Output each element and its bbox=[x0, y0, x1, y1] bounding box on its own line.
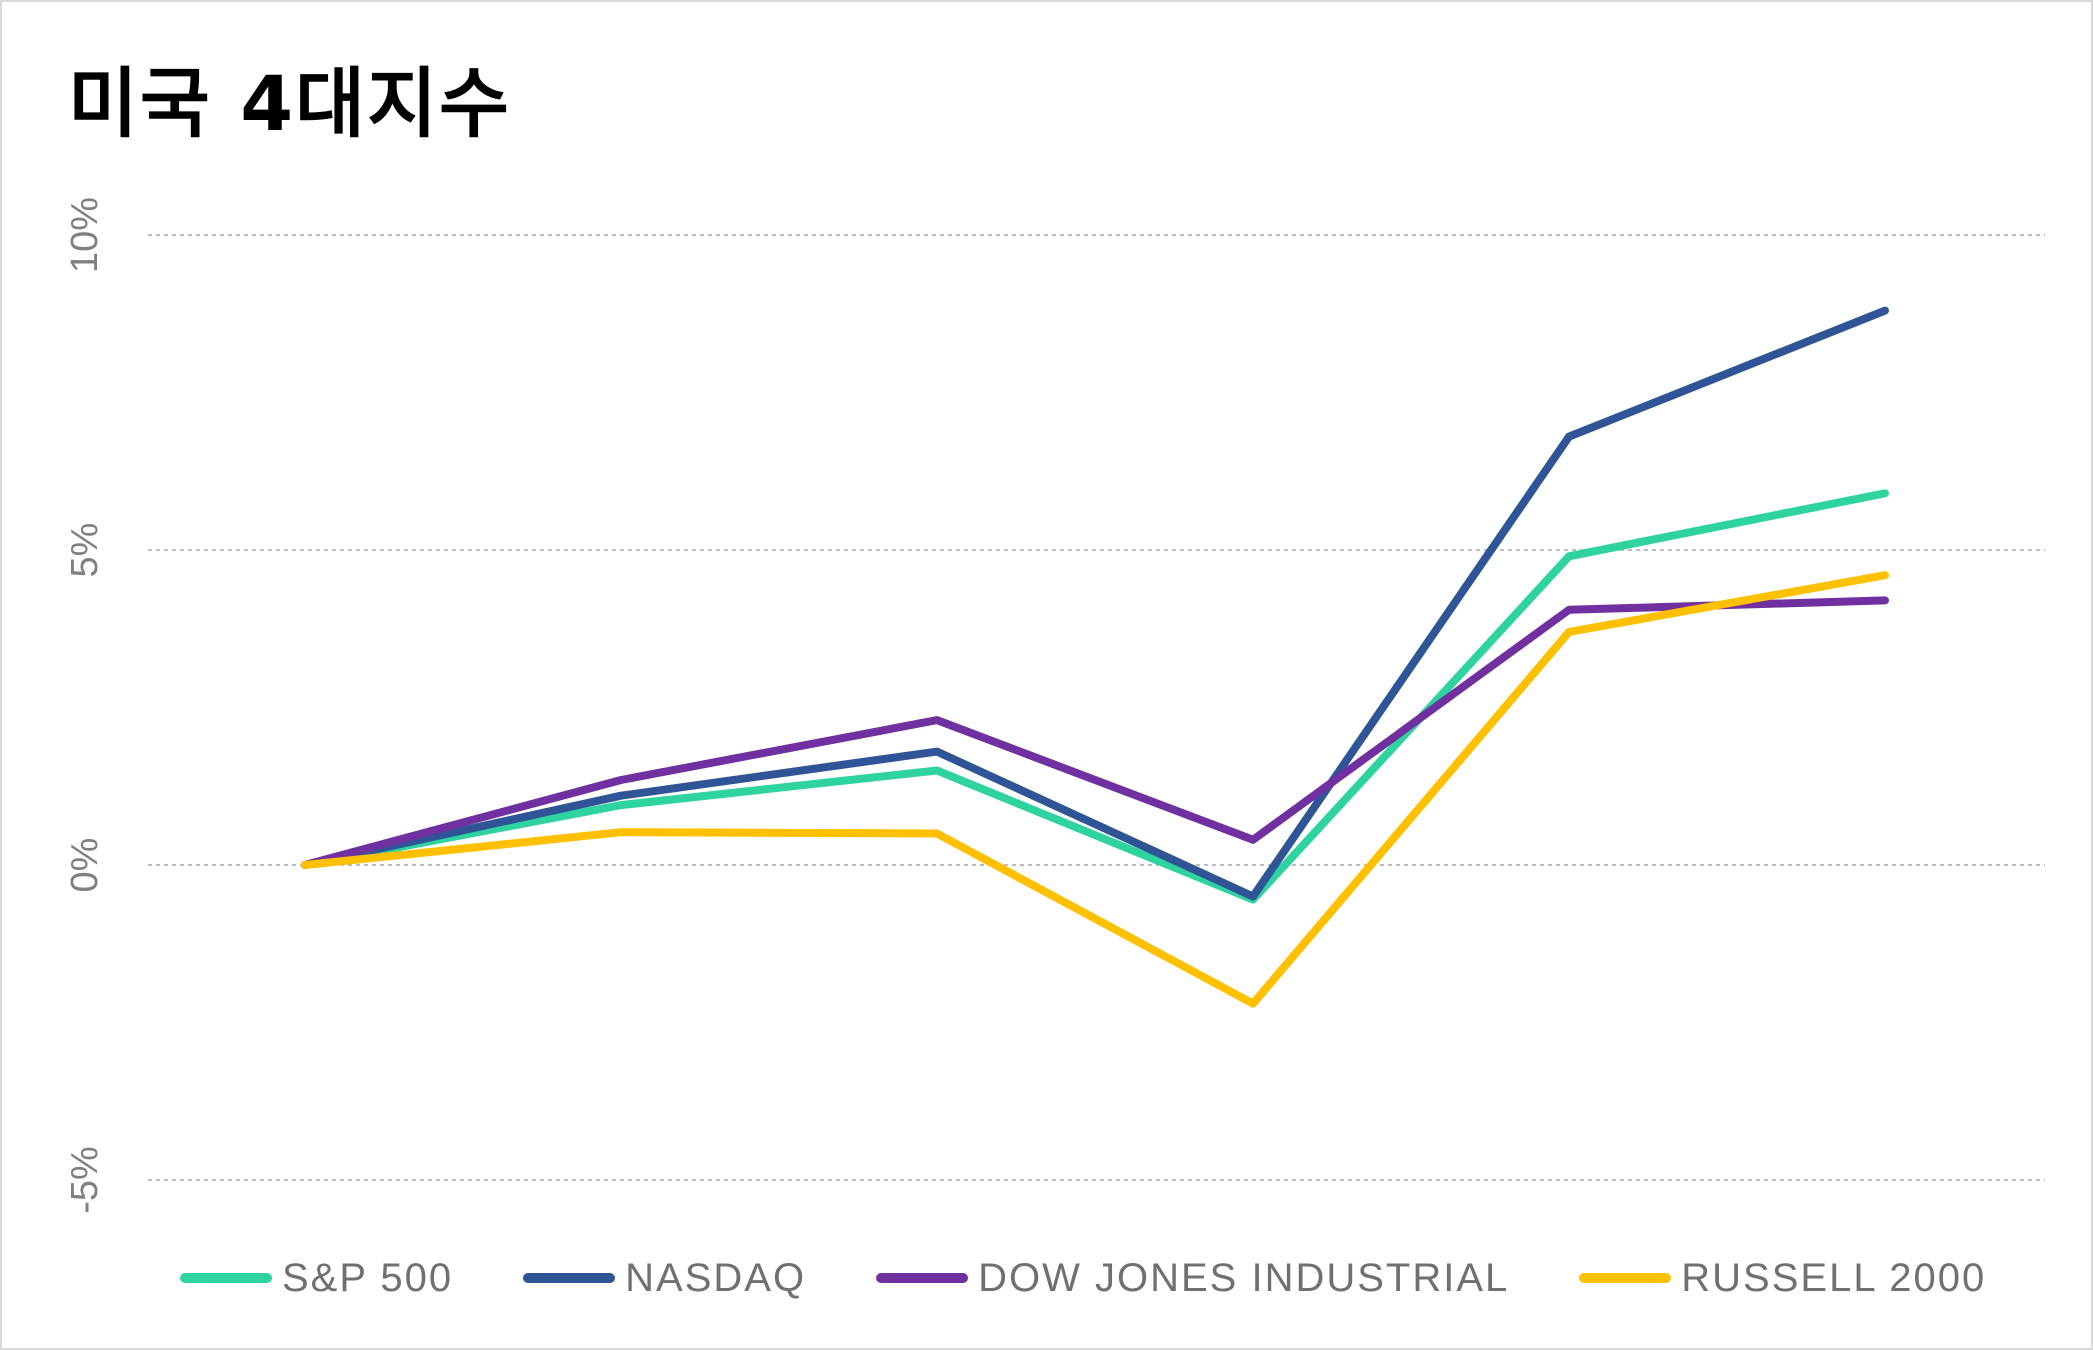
y-tick-label: 10% bbox=[64, 197, 106, 273]
legend-item-0: S&P 500 bbox=[180, 1256, 453, 1301]
series-line-1 bbox=[301, 306, 1889, 901]
chart-title: 미국 4대지수 bbox=[68, 59, 511, 148]
legend-item-1: NASDAQ bbox=[523, 1256, 806, 1301]
series-lines bbox=[301, 306, 1889, 1008]
legend-swatch bbox=[180, 1273, 272, 1283]
legend-item-3: RUSSELL 2000 bbox=[1579, 1256, 1986, 1301]
series-line-0 bbox=[301, 489, 1889, 904]
legend-swatch bbox=[523, 1273, 616, 1283]
legend-label: NASDAQ bbox=[625, 1255, 807, 1300]
y-tick-label: -5% bbox=[64, 1146, 106, 1214]
y-tick-label: 0% bbox=[64, 838, 106, 893]
y-axis-ticks: -5% 0% 5% 10% bbox=[64, 197, 106, 1214]
gridlines bbox=[148, 234, 2045, 1181]
legend-label: S&P 500 bbox=[282, 1255, 454, 1300]
legend-item-2: DOW JONES INDUSTRIAL bbox=[876, 1256, 1509, 1301]
y-tick-label: 5% bbox=[64, 523, 106, 578]
legend-swatch bbox=[876, 1273, 969, 1283]
legend-swatch bbox=[1579, 1273, 1672, 1283]
series-line-3 bbox=[301, 571, 1889, 1008]
series-line-2 bbox=[301, 596, 1889, 869]
legend-label: RUSSELL 2000 bbox=[1681, 1255, 1987, 1300]
legend-label: DOW JONES INDUSTRIAL bbox=[978, 1255, 1510, 1300]
legend: S&P 500 NASDAQ DOW JONES INDUSTRIAL RUSSELL… bbox=[180, 1248, 1986, 1308]
